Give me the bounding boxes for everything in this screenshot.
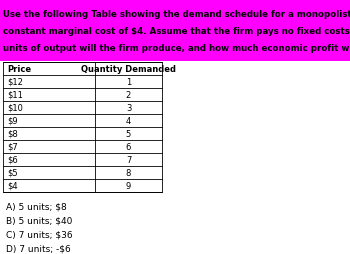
Text: $11: $11 [7,91,23,100]
Text: $6: $6 [7,155,18,164]
Text: 2: 2 [126,91,131,100]
Text: $10: $10 [7,104,23,113]
Text: Price: Price [7,65,31,74]
Text: Quantity Demanded: Quantity Demanded [81,65,176,74]
Text: $9: $9 [7,117,18,125]
Text: A) 5 units; $8: A) 5 units; $8 [6,202,67,211]
Text: $7: $7 [7,142,18,151]
Text: $4: $4 [7,181,18,190]
Text: 8: 8 [126,168,131,177]
Text: 6: 6 [126,142,131,151]
Text: B) 5 units; $40: B) 5 units; $40 [6,216,72,225]
Bar [0,0,350,62]
Text: 9: 9 [126,181,131,190]
Bar [3,63,162,192]
Text: C) 7 units; $36: C) 7 units; $36 [6,230,73,239]
Text: $5: $5 [7,168,18,177]
Text: units of output will the firm produce, and how much economic profit will be earn: units of output will the firm produce, a… [3,44,350,53]
Text: 5: 5 [126,130,131,138]
Text: D) 7 units; -$6: D) 7 units; -$6 [6,244,71,253]
Text: 4: 4 [126,117,131,125]
Text: 3: 3 [126,104,131,113]
Text: Use the following Table showing the demand schedule for a monopolist facing a: Use the following Table showing the dema… [3,10,350,19]
Text: 7: 7 [126,155,131,164]
Text: constant marginal cost of $4. Assume that the firm pays no fixed costs. How many: constant marginal cost of $4. Assume tha… [3,27,350,36]
Text: 1: 1 [126,78,131,87]
Text: $8: $8 [7,130,18,138]
Text: $12: $12 [7,78,23,87]
